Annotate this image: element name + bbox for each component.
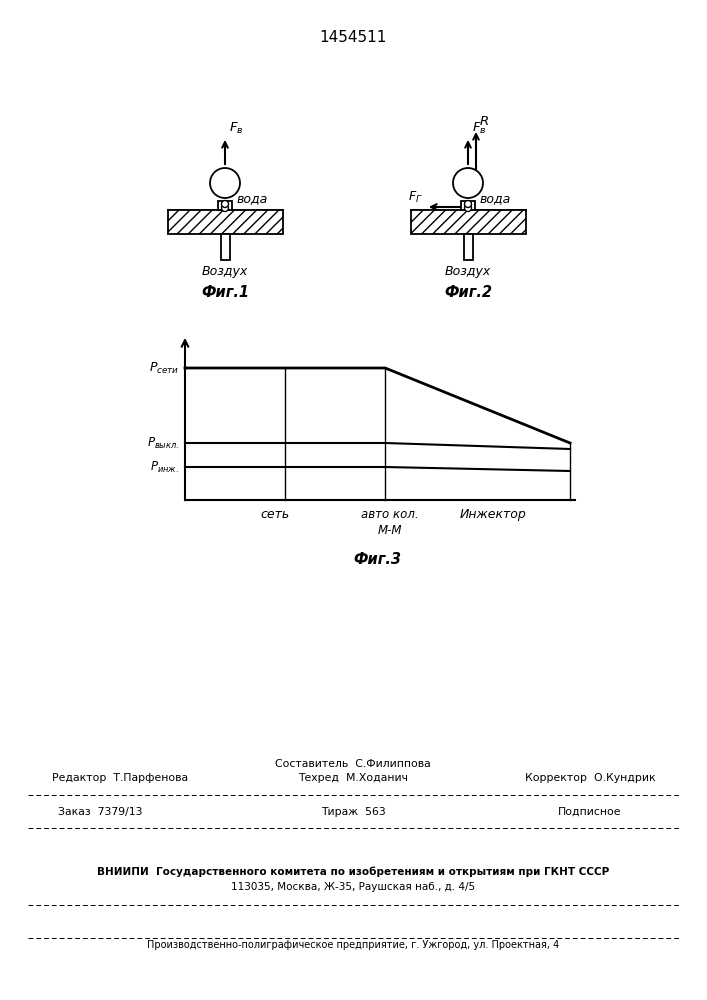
Text: Редактор  Т.Парфенова: Редактор Т.Парфенова [52,773,188,783]
Text: Техред  М.Ходанич: Техред М.Ходанич [298,773,408,783]
Text: Фиг.2: Фиг.2 [444,285,492,300]
Text: Производственно-полиграфическое предприятие, г. Ужгород, ул. Проектная, 4: Производственно-полиграфическое предприя… [147,940,559,950]
Text: $F_Г$: $F_Г$ [409,190,423,205]
Text: вода: вода [237,192,268,205]
Circle shape [221,200,228,208]
Text: Фиг.3: Фиг.3 [354,552,402,567]
Text: 113035, Москва, Ж-35, Раушская наб., д. 4/5: 113035, Москва, Ж-35, Раушская наб., д. … [231,882,475,892]
Text: вода: вода [480,192,511,205]
Circle shape [210,168,240,198]
Bar [218,201,232,210]
Text: ВНИИПИ  Государственного комитета по изобретениям и открытиям при ГКНТ СССР: ВНИИПИ Государственного комитета по изоб… [97,866,609,877]
Text: Подписное: Подписное [559,807,621,817]
Text: Воздух: Воздух [445,265,491,278]
Text: Составитель  С.Филиппова: Составитель С.Филиппова [275,759,431,769]
Text: сеть: сеть [260,508,290,521]
Text: $P_{сети}$: $P_{сети}$ [148,360,179,376]
Bar [464,234,472,260]
Text: Инжектор: Инжектор [460,508,526,521]
Text: $R$: $R$ [479,115,489,128]
Text: $P_{выкл.}$: $P_{выкл.}$ [146,435,179,451]
Text: $P_{инж.}$: $P_{инж.}$ [150,459,179,475]
Text: Воздух: Воздух [202,265,248,278]
Text: 1454511: 1454511 [320,30,387,45]
Bar [168,210,283,234]
Bar [461,201,475,210]
Circle shape [221,205,228,212]
Text: Фиг.1: Фиг.1 [201,285,249,300]
Text: Тираж  563: Тираж 563 [321,807,385,817]
Text: авто кол.
M-M: авто кол. M-M [361,508,419,537]
Circle shape [464,205,472,212]
Circle shape [453,168,483,198]
Text: Корректор  О.Кундрик: Корректор О.Кундрик [525,773,655,783]
Text: $F_в$: $F_в$ [472,121,486,136]
Text: $F_в$: $F_в$ [229,121,243,136]
Bar [411,210,525,234]
Circle shape [464,200,472,208]
Text: Заказ  7379/13: Заказ 7379/13 [58,807,142,817]
Bar [221,234,230,260]
